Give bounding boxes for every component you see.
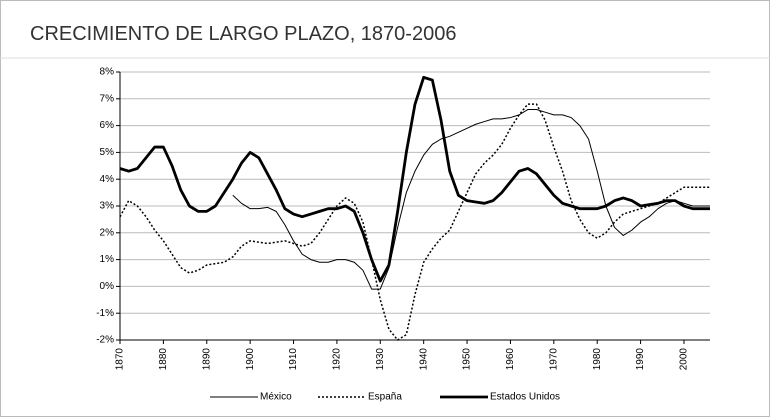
y-tick-label: 7%	[100, 93, 115, 104]
y-tick-label: 6%	[100, 120, 115, 131]
series-line	[119, 103, 710, 341]
y-tick-label: -2%	[96, 335, 114, 346]
y-tick-label: -1%	[96, 308, 114, 319]
x-tick-label: 1930	[375, 348, 386, 371]
chart-title: CRECIMIENTO DE LARGO PLAZO, 1870-2006	[30, 23, 456, 45]
x-tick-label: 1920	[332, 348, 343, 371]
x-tick-label: 1890	[201, 348, 212, 371]
y-tick-label: 0%	[100, 281, 115, 292]
x-tick-label: 1940	[418, 348, 429, 371]
y-tick-label: 1%	[100, 254, 115, 265]
x-tick-label: 1880	[158, 348, 169, 371]
x-tick-label: 1950	[462, 348, 473, 371]
y-tick-label: 4%	[100, 174, 115, 185]
y-tick-label: 8%	[100, 67, 115, 78]
x-tick-label: 1960	[505, 348, 516, 371]
legend-label: Estados Unidos	[490, 392, 560, 403]
series-line	[119, 75, 710, 283]
legend-label: México	[260, 392, 292, 403]
legend-label: España	[368, 392, 402, 403]
y-tick-label: 2%	[100, 227, 115, 238]
y-tick-label: 3%	[100, 201, 115, 212]
series-line	[232, 109, 710, 290]
x-tick-label: 1900	[245, 348, 256, 371]
x-tick-label: 1870	[115, 348, 126, 371]
x-tick-label: 2000	[679, 348, 690, 371]
x-tick-label: 1910	[288, 348, 299, 371]
x-tick-label: 1970	[548, 348, 559, 371]
x-tick-label: 1990	[635, 348, 646, 371]
x-tick-label: 1980	[592, 348, 603, 371]
y-tick-label: 5%	[100, 147, 115, 158]
